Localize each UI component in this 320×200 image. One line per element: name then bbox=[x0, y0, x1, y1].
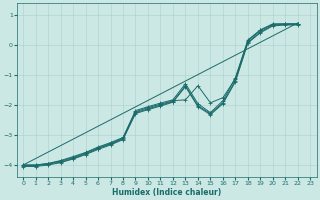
X-axis label: Humidex (Indice chaleur): Humidex (Indice chaleur) bbox=[112, 188, 221, 197]
